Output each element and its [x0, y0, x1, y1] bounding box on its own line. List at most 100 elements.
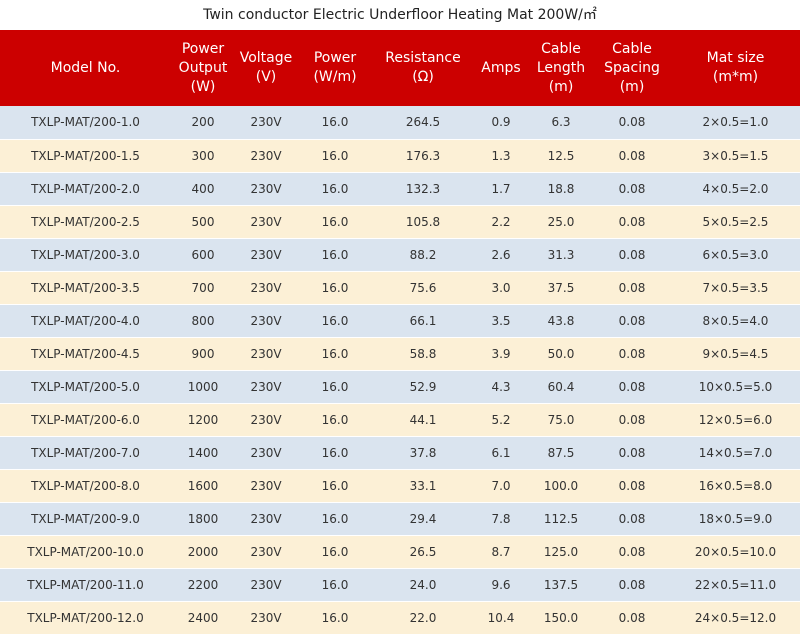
table-cell: 29.4 — [373, 502, 473, 536]
table-cell: 1.3 — [473, 139, 529, 173]
table-cell: 600 — [171, 238, 235, 272]
table-cell: TXLP-MAT/200-3.5 — [0, 271, 171, 305]
table-cell: TXLP-MAT/200-6.0 — [0, 403, 171, 437]
column-header-line: Spacing — [604, 59, 660, 76]
table-row: TXLP-MAT/200-1.0 200 230V 16.0 264.5 0.9 6.3 0.… — [0, 106, 800, 140]
table-row: TXLP-MAT/200-9.0 1800 230V 16.0 29.4 7.8 112.5… — [0, 502, 800, 536]
table-cell: 7×0.5=3.5 — [671, 271, 800, 305]
table-cell: TXLP-MAT/200-2.0 — [0, 172, 171, 206]
column-header-line: (Ω) — [412, 69, 434, 85]
table-row: TXLP-MAT/200-5.0 1000 230V 16.0 52.9 4.3 60.4 0… — [0, 370, 800, 404]
table-cell: 43.8 — [529, 304, 593, 338]
table-cell: 8.7 — [473, 535, 529, 569]
table-cell: 26.5 — [373, 535, 473, 569]
column-header-line: Resistance — [385, 50, 461, 66]
table-cell: TXLP-MAT/200-1.0 — [0, 106, 171, 140]
table-cell: 1200 — [171, 403, 235, 437]
table-cell: 31.3 — [529, 238, 593, 272]
table-body: TXLP-MAT/200-1.0 200 230V 16.0 264.5 0.9 6.3 0.… — [0, 106, 800, 635]
column-header-line: Model No. — [50, 59, 121, 76]
table-cell: 105.8 — [373, 205, 473, 239]
table-row: TXLP-MAT/200-6.0 1200 230V 16.0 44.1 5.2 75.0 0… — [0, 403, 800, 437]
column-header: Mat size (m*m) — [671, 30, 800, 106]
table-cell: TXLP-MAT/200-11.0 — [0, 568, 171, 602]
table-cell: 18×0.5=9.0 — [671, 502, 800, 536]
table-cell: 230V — [235, 139, 297, 173]
table-cell: 0.08 — [593, 436, 671, 470]
column-header-line: Length — [536, 59, 586, 76]
table-cell: 150.0 — [529, 601, 593, 635]
column-header-line: Cable — [612, 40, 652, 57]
table-cell: 2×0.5=1.0 — [671, 106, 800, 140]
table-cell: 300 — [171, 139, 235, 173]
table-cell: 24×0.5=12.0 — [671, 601, 800, 635]
table-cell: 10×0.5=5.0 — [671, 370, 800, 404]
table-cell: 3.5 — [473, 304, 529, 338]
table-cell: 60.4 — [529, 370, 593, 404]
table-cell: 1600 — [171, 469, 235, 503]
table-cell: 900 — [171, 337, 235, 371]
table-cell: TXLP-MAT/200-7.0 — [0, 436, 171, 470]
table-cell: TXLP-MAT/200-9.0 — [0, 502, 171, 536]
table-cell: 16.0 — [297, 502, 373, 536]
table-cell: 230V — [235, 469, 297, 503]
table-cell: 137.5 — [529, 568, 593, 602]
table-cell: 16.0 — [297, 172, 373, 206]
table-cell: 500 — [171, 205, 235, 239]
table-cell: 12.5 — [529, 139, 593, 173]
table-cell: 24.0 — [373, 568, 473, 602]
table-row: TXLP-MAT/200-2.5 500 230V 16.0 105.8 2.2 25.0 0… — [0, 205, 800, 239]
column-header-line: (V) — [255, 69, 277, 85]
column-header-line: Output — [178, 59, 228, 76]
table-cell: 230V — [235, 535, 297, 569]
table-row: TXLP-MAT/200-11.0 2200 230V 16.0 24.0 9.6 137.… — [0, 568, 800, 602]
column-header: Power (W/m) — [297, 30, 373, 106]
table-row: TXLP-MAT/200-4.0 800 230V 16.0 66.1 3.5 43.8 0.… — [0, 304, 800, 338]
table-cell: 264.5 — [373, 106, 473, 140]
table-cell: 112.5 — [529, 502, 593, 536]
table-cell: 52.9 — [373, 370, 473, 404]
table-cell: 230V — [235, 337, 297, 371]
table-cell: 3.9 — [473, 337, 529, 371]
column-header: Cable Spacing (m) — [593, 30, 671, 106]
table-cell: 230V — [235, 271, 297, 305]
column-header-line: Cable — [541, 40, 581, 57]
table-cell: 58.8 — [373, 337, 473, 371]
table-cell: 16.0 — [297, 370, 373, 404]
table-cell: 66.1 — [373, 304, 473, 338]
table-row: TXLP-MAT/200-10.0 2000 230V 16.0 26.5 8.7 125.… — [0, 535, 800, 569]
table-cell: 2.2 — [473, 205, 529, 239]
column-header: Amps — [473, 30, 529, 106]
table-row: TXLP-MAT/200-3.0 600 230V 16.0 88.2 2.6 31.3 0.… — [0, 238, 800, 272]
table-cell: 0.08 — [593, 403, 671, 437]
table-cell: 0.08 — [593, 601, 671, 635]
column-header: Voltage (V) — [235, 30, 297, 106]
table-cell: 6×0.5=3.0 — [671, 238, 800, 272]
table-cell: TXLP-MAT/200-4.0 — [0, 304, 171, 338]
table-cell: 75.0 — [529, 403, 593, 437]
table-cell: 22.0 — [373, 601, 473, 635]
table-cell: 16.0 — [297, 271, 373, 305]
table-cell: 7.8 — [473, 502, 529, 536]
table-cell: 4.3 — [473, 370, 529, 404]
table-cell: 16.0 — [297, 337, 373, 371]
column-header-line: Mat size — [706, 50, 765, 66]
column-header: Model No. — [0, 30, 171, 106]
table-cell: 230V — [235, 403, 297, 437]
table-cell: 3×0.5=1.5 — [671, 139, 800, 173]
table-cell: 37.8 — [373, 436, 473, 470]
table-cell: 3.0 — [473, 271, 529, 305]
table-cell: 0.08 — [593, 469, 671, 503]
table-cell: 230V — [235, 436, 297, 470]
table-cell: 700 — [171, 271, 235, 305]
table-cell: 22×0.5=11.0 — [671, 568, 800, 602]
table-cell: 100.0 — [529, 469, 593, 503]
table-header-row: Model No. Power Output (W) Voltage (V) Power (W… — [0, 30, 800, 106]
table-row: TXLP-MAT/200-1.5 300 230V 16.0 176.3 1.3 12.5 0… — [0, 139, 800, 173]
table-cell: 16×0.5=8.0 — [671, 469, 800, 503]
table-cell: 75.6 — [373, 271, 473, 305]
table-cell: 5×0.5=2.5 — [671, 205, 800, 239]
table-cell: 230V — [235, 205, 297, 239]
table-cell: 33.1 — [373, 469, 473, 503]
table-cell: TXLP-MAT/200-2.5 — [0, 205, 171, 239]
